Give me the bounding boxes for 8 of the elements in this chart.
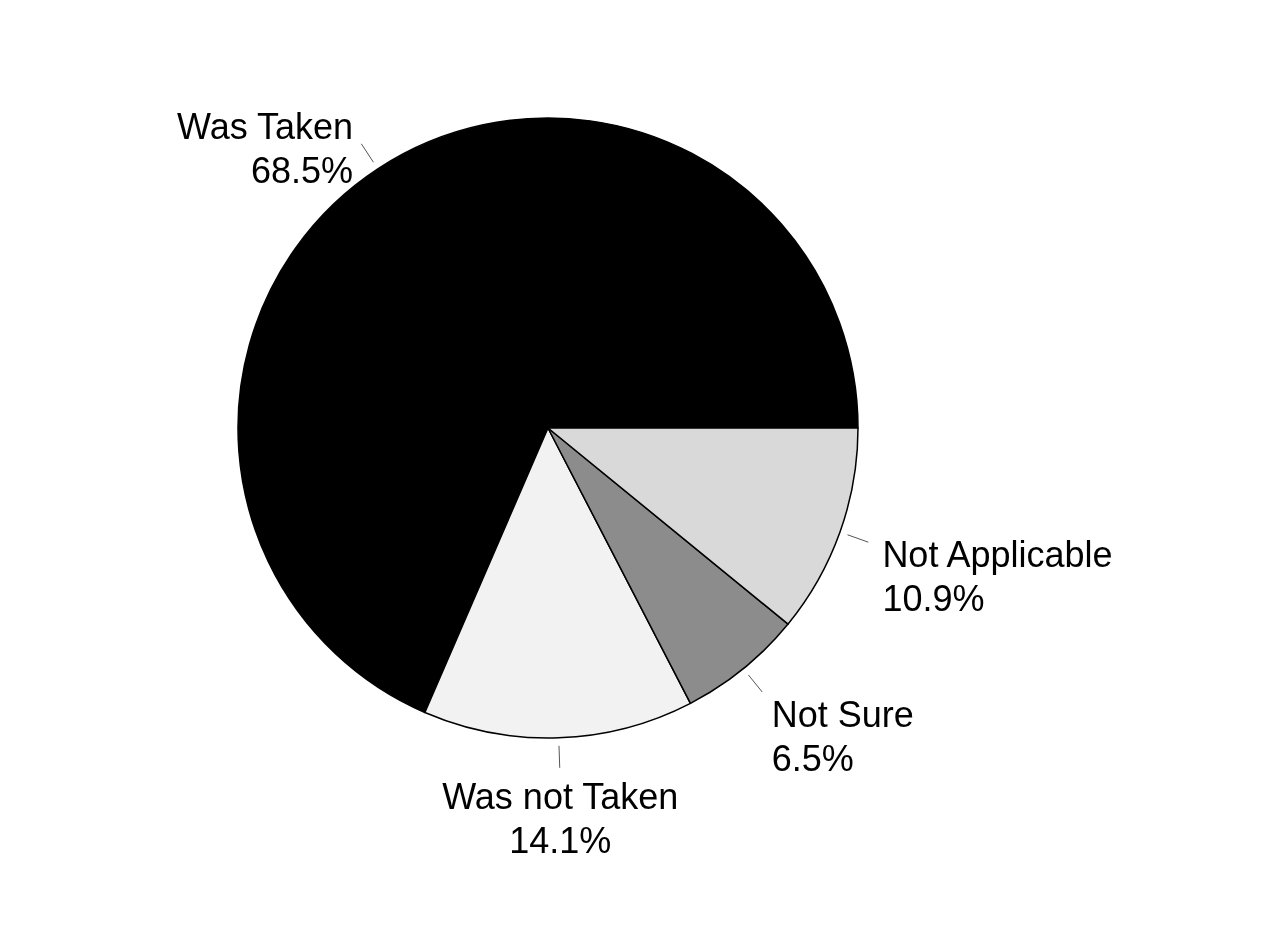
slice-label: Not Sure xyxy=(771,694,914,736)
data-label: 68.5% xyxy=(251,149,354,191)
data-label: 6.5% xyxy=(771,738,854,780)
data-label: 10.9% xyxy=(882,577,985,619)
slice-label: Was not Taken xyxy=(442,775,679,817)
slice-label: Not Applicable xyxy=(882,533,1113,575)
data-label: 14.1% xyxy=(509,819,612,861)
slice-label: Was Taken xyxy=(177,105,354,147)
